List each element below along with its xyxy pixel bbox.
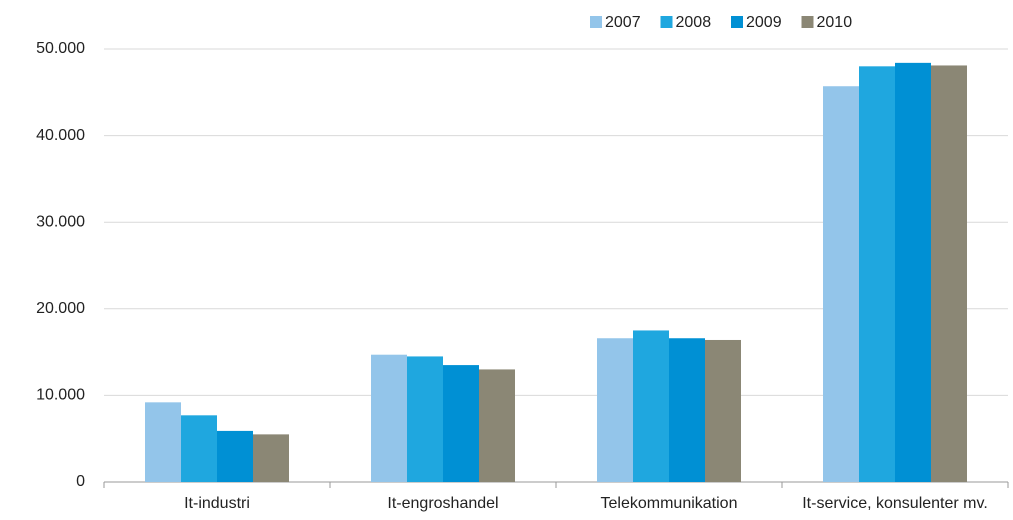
- legend-label: 2008: [676, 14, 712, 31]
- bar: [479, 369, 515, 482]
- y-tick-label: 40.000: [36, 127, 85, 144]
- y-tick-label: 0: [76, 473, 85, 490]
- x-tick-label: It-service, konsulenter mv.: [802, 495, 988, 512]
- bar: [145, 402, 181, 482]
- y-tick-label: 20.000: [36, 300, 85, 317]
- bar: [371, 354, 407, 482]
- legend-label: 2009: [746, 14, 782, 31]
- bar: [443, 365, 479, 482]
- bar: [669, 338, 705, 482]
- bar: [705, 339, 741, 482]
- bar: [823, 86, 859, 482]
- x-tick-label: Telekommunikation: [601, 495, 738, 512]
- legend-swatch: [590, 16, 602, 28]
- bar: [181, 415, 217, 482]
- legend-swatch: [731, 16, 743, 28]
- bar: [931, 65, 967, 482]
- bar: [895, 62, 931, 483]
- legend-label: 2007: [605, 14, 641, 31]
- bar: [859, 66, 895, 482]
- bar: [253, 434, 289, 482]
- legend-label: 2010: [817, 14, 853, 31]
- bar: [597, 338, 633, 482]
- bar: [633, 330, 669, 482]
- legend-swatch: [660, 16, 673, 28]
- y-tick-label: 10.000: [36, 387, 85, 404]
- x-tick-label: It-engroshandel: [387, 495, 498, 512]
- bar: [407, 356, 443, 482]
- y-tick-label: 50.000: [36, 40, 85, 57]
- x-tick-label: It-industri: [184, 495, 250, 512]
- legend-swatch: [801, 16, 814, 28]
- y-tick-label: 30.000: [36, 213, 85, 230]
- bar: [217, 430, 253, 482]
